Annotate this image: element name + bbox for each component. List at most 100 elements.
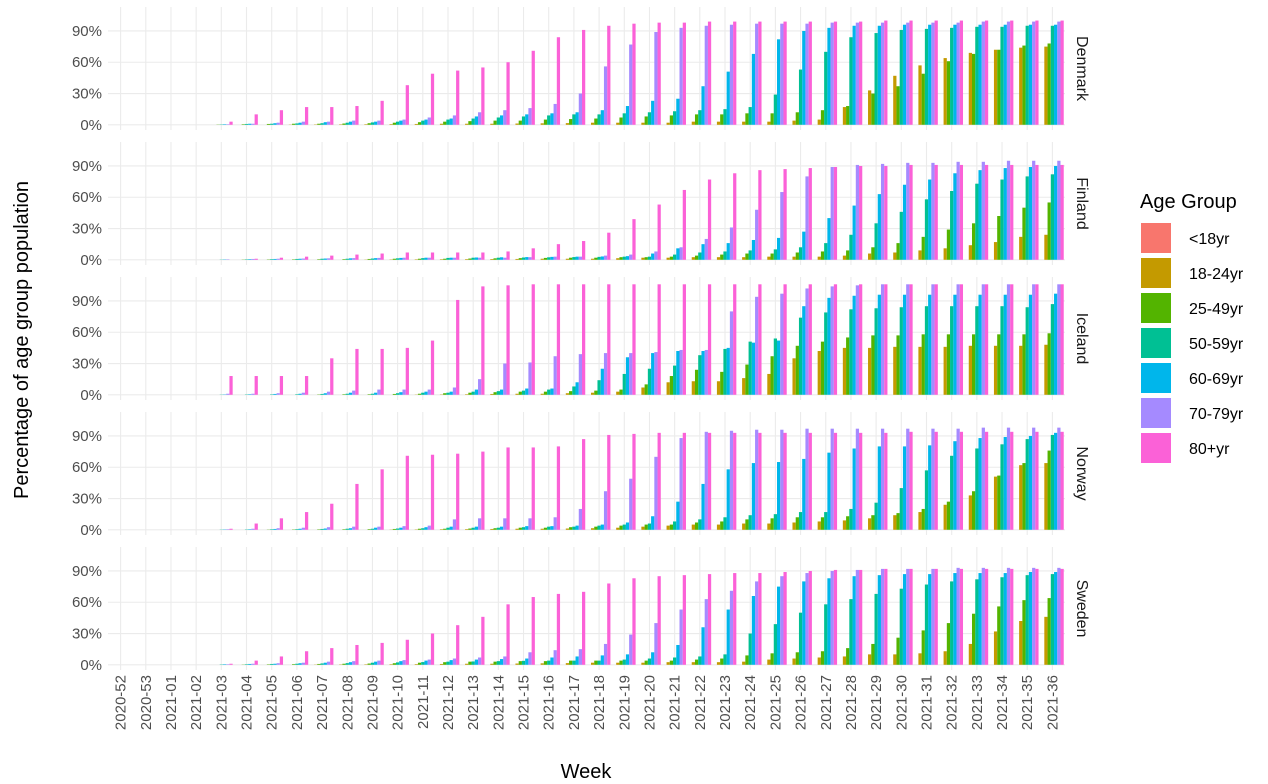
bar: [1006, 284, 1011, 395]
bar: [1047, 43, 1051, 125]
bar: [783, 572, 787, 665]
bar: [641, 387, 645, 395]
bar: [518, 527, 522, 530]
bar: [855, 569, 860, 665]
x-tick-label: 2021-35: [1019, 675, 1036, 730]
bar: [449, 526, 453, 530]
bar: [792, 256, 796, 260]
y-tick-label: 90%: [72, 563, 102, 580]
bar: [931, 428, 935, 530]
bar: [330, 107, 334, 125]
legend-label: 25-49yr: [1189, 301, 1244, 318]
bar: [515, 528, 519, 530]
bar: [993, 49, 998, 125]
bar: [824, 243, 828, 260]
bar: [783, 169, 787, 260]
bar: [833, 432, 838, 530]
bar: [748, 250, 752, 260]
bar: [503, 110, 507, 125]
bar: [471, 391, 475, 395]
bar: [946, 501, 951, 530]
bar: [556, 37, 561, 125]
bar: [676, 644, 680, 665]
x-tick-label: 2021-17: [566, 675, 583, 730]
bar: [251, 123, 255, 125]
bar: [616, 662, 620, 665]
bar: [468, 121, 472, 125]
bar: [395, 662, 400, 665]
bar: [918, 250, 922, 260]
bar: [971, 53, 976, 125]
x-tick-label: 2021-19: [616, 675, 633, 730]
bar: [984, 284, 989, 395]
bar: [348, 662, 353, 665]
y-tick-label: 0%: [80, 252, 102, 269]
bar: [808, 168, 812, 260]
bar: [550, 256, 554, 260]
bar: [716, 524, 721, 530]
bar: [352, 661, 356, 665]
bar: [399, 392, 403, 395]
bar: [682, 432, 686, 530]
bar: [619, 525, 623, 530]
bar: [1047, 333, 1051, 395]
bar: [374, 392, 378, 395]
bar: [902, 574, 907, 665]
bar: [556, 593, 561, 665]
bar: [528, 257, 532, 260]
bar: [471, 118, 475, 125]
bar: [222, 124, 227, 125]
bar: [981, 21, 985, 125]
bar: [997, 49, 1001, 125]
bar: [590, 528, 595, 530]
bar: [465, 529, 469, 530]
bar: [575, 256, 579, 260]
bar: [1000, 179, 1004, 260]
bar: [452, 387, 457, 395]
bar: [625, 522, 630, 530]
bar: [405, 455, 409, 530]
y-tick-label: 90%: [72, 23, 102, 40]
bar: [792, 658, 796, 665]
bar: [855, 164, 860, 260]
bar: [270, 529, 274, 530]
bar: [682, 189, 686, 260]
bar: [820, 110, 825, 125]
bar: [877, 25, 881, 125]
bar: [956, 284, 960, 395]
bar: [1010, 431, 1014, 530]
bar: [474, 389, 479, 395]
bar: [603, 66, 608, 125]
bar: [676, 351, 680, 395]
bar: [978, 438, 982, 530]
bar: [931, 22, 935, 125]
bar: [827, 578, 831, 665]
bar: [452, 257, 457, 260]
legend-key: [1141, 398, 1171, 428]
bar: [622, 373, 626, 395]
bar: [798, 69, 803, 125]
bar: [569, 660, 573, 665]
bar: [594, 526, 598, 530]
bar: [540, 528, 544, 530]
bar: [273, 123, 277, 125]
bar: [421, 662, 425, 665]
bar: [543, 391, 548, 395]
bar: [424, 527, 428, 530]
bar: [565, 393, 570, 395]
bar: [975, 448, 979, 530]
bar: [417, 258, 422, 260]
bar: [723, 517, 727, 530]
bar: [525, 658, 529, 665]
bar: [1006, 21, 1011, 125]
bar: [773, 514, 778, 530]
bar: [868, 347, 872, 395]
bar: [565, 258, 570, 260]
bar: [430, 454, 435, 530]
bar: [295, 258, 299, 260]
bar: [673, 111, 677, 125]
bar: [644, 524, 648, 530]
bar: [594, 390, 598, 395]
bar: [518, 120, 522, 125]
bar: [874, 593, 878, 665]
